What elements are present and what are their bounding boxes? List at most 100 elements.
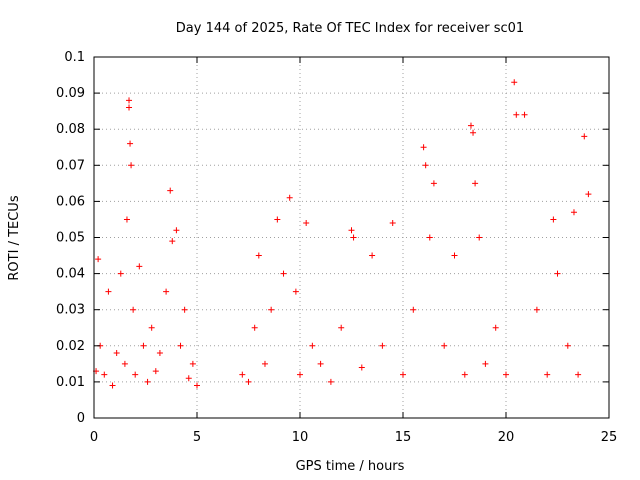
y-axis-label: ROTI / TECUs (7, 195, 22, 280)
data-point (274, 216, 281, 223)
data-point (420, 144, 427, 151)
data-point (513, 111, 520, 118)
y-tick-label: 0.03 (56, 303, 85, 318)
data-point (286, 194, 293, 201)
data-point (95, 256, 102, 263)
x-axis-label: GPS time / hours (296, 459, 405, 474)
data-point (581, 133, 588, 140)
data-point (511, 79, 518, 86)
y-tick-label: 0.06 (56, 194, 85, 209)
data-point (173, 227, 180, 234)
data-point (350, 234, 357, 241)
data-point (472, 180, 479, 187)
x-tick-label: 10 (292, 430, 309, 445)
data-point (544, 371, 551, 378)
data-point (268, 306, 275, 313)
data-point (575, 371, 582, 378)
y-tick-label: 0.1 (64, 50, 85, 65)
data-point (245, 378, 252, 385)
data-point (585, 191, 592, 198)
data-point (422, 162, 429, 169)
data-point (564, 342, 571, 349)
data-point (156, 350, 163, 357)
data-point (280, 270, 287, 277)
data-point (554, 270, 561, 277)
data-point (451, 252, 458, 259)
data-point (126, 97, 133, 104)
data-point (128, 162, 135, 169)
data-point (338, 324, 345, 331)
data-point (163, 288, 170, 295)
data-point (239, 371, 246, 378)
data-point (152, 368, 159, 375)
data-point (550, 216, 557, 223)
data-point (369, 252, 376, 259)
data-point (389, 220, 396, 227)
axis-ticks: 0 0.01 0.02 0.03 0.04 0.05 0.06 0.07 0.08 0.09 0.1… (56, 50, 617, 445)
data-point (127, 140, 134, 147)
x-tick-label: 25 (601, 430, 618, 445)
y-tick-label: 0.08 (56, 122, 85, 137)
data-point (167, 187, 174, 194)
data-point (327, 378, 334, 385)
data-point (121, 360, 128, 367)
chart-title: Day 144 of 2025, Rate Of TEC Index for r… (176, 21, 524, 36)
data-point (194, 382, 200, 389)
data-point (503, 371, 509, 378)
data-points (93, 79, 592, 389)
data-point (132, 371, 139, 378)
y-tick-label: 0.04 (56, 267, 85, 282)
y-tick-label: 0.05 (56, 231, 85, 246)
data-point (126, 104, 133, 111)
x-tick-label: 20 (498, 430, 515, 445)
data-point (251, 324, 258, 331)
data-point (148, 324, 155, 331)
data-point (410, 306, 417, 313)
data-point (426, 234, 433, 241)
data-point (101, 371, 108, 378)
data-point (309, 342, 316, 349)
data-point (400, 371, 406, 378)
data-point (105, 288, 112, 295)
data-point (461, 371, 468, 378)
data-point (181, 306, 188, 313)
data-point (169, 238, 176, 245)
data-point (297, 371, 303, 378)
data-point (348, 227, 355, 234)
data-point (292, 288, 299, 295)
y-tick-label: 0.02 (56, 339, 85, 354)
data-point (482, 360, 489, 367)
data-point (185, 375, 192, 382)
data-point (441, 342, 448, 349)
x-tick-label: 15 (395, 430, 412, 445)
data-point (117, 270, 124, 277)
data-point (533, 306, 540, 313)
data-point (570, 209, 577, 216)
data-point (109, 382, 116, 389)
data-point (430, 180, 437, 187)
data-point (317, 360, 324, 367)
data-point (521, 111, 528, 118)
data-point (144, 378, 151, 385)
data-point (140, 342, 147, 349)
grid-lines (94, 57, 609, 418)
data-point (492, 324, 499, 331)
data-point (470, 129, 477, 136)
y-tick-label: 0 (77, 411, 85, 426)
data-point (303, 220, 310, 227)
data-point (113, 350, 120, 357)
data-point (379, 342, 386, 349)
data-point (476, 234, 483, 241)
x-tick-label: 5 (193, 430, 201, 445)
y-tick-label: 0.09 (56, 86, 85, 101)
data-point (177, 342, 184, 349)
data-point (130, 306, 137, 313)
data-point (123, 216, 130, 223)
y-tick-label: 0.01 (56, 375, 85, 390)
data-point (467, 122, 474, 129)
data-point (189, 360, 196, 367)
data-point (358, 364, 365, 371)
data-point (261, 360, 268, 367)
x-tick-label: 0 (90, 430, 98, 445)
